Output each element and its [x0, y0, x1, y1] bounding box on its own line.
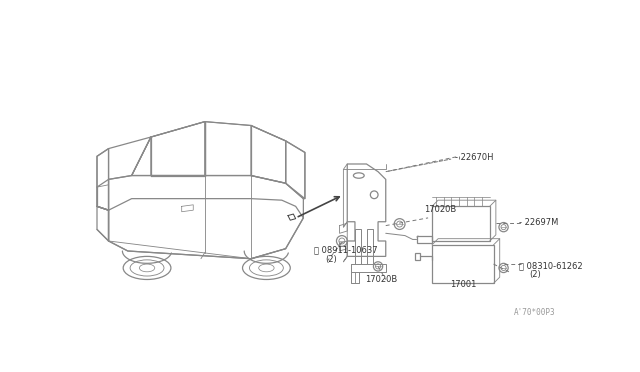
- Text: (2): (2): [325, 255, 337, 264]
- Text: A'70*00P3: A'70*00P3: [513, 308, 555, 317]
- Text: - 22697M: - 22697M: [519, 218, 558, 227]
- Text: 17001: 17001: [450, 280, 476, 289]
- Text: Ⓢ 08310-61262: Ⓢ 08310-61262: [519, 261, 582, 270]
- Text: - 22670H: - 22670H: [455, 153, 493, 162]
- Text: 17020B: 17020B: [365, 275, 397, 284]
- Text: 17020B: 17020B: [424, 205, 456, 215]
- Text: Ⓝ 08911-10637: Ⓝ 08911-10637: [314, 246, 378, 254]
- Text: (2): (2): [530, 270, 541, 279]
